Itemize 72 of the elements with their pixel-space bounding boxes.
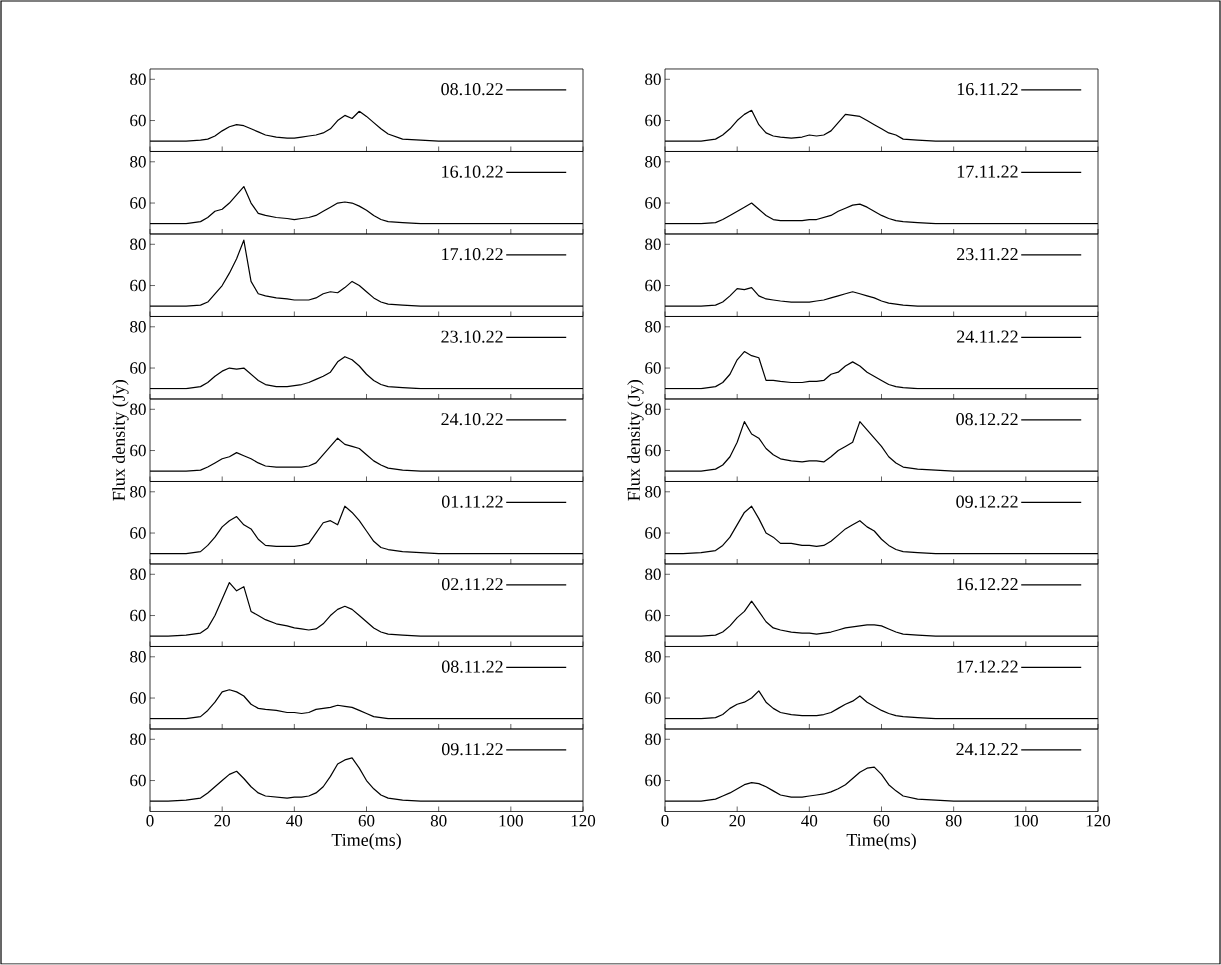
legend-label: 24.10.22	[441, 413, 503, 426]
x-tick-label: 20	[729, 815, 746, 827]
y-tick-label: 60	[645, 774, 661, 787]
x-tick-label: 80	[430, 815, 447, 827]
legend-label: 23.11.22	[957, 248, 1018, 261]
y-tick-label: 80	[645, 321, 661, 333]
y-tick-label: 60	[130, 279, 146, 292]
x-tick-label: 120	[571, 815, 596, 827]
y-axis-title: Flux density (Jy)	[112, 380, 129, 501]
y-tick-label: 60	[130, 444, 146, 457]
legend-label: 24.12.22	[956, 743, 1018, 756]
x-tick-label: 80	[945, 815, 962, 827]
legend-label: 24.11.22	[957, 330, 1018, 343]
y-tick-label: 60	[130, 527, 146, 539]
x-tick-label: 60	[358, 815, 375, 827]
y-tick-label: 80	[130, 651, 146, 663]
legend-label: 16.11.22	[957, 83, 1018, 96]
y-axis-title: Flux density (Jy)	[627, 380, 644, 501]
legend-label: 09.12.22	[956, 495, 1018, 508]
x-tick-label: 0	[146, 815, 154, 827]
y-tick-label: 80	[645, 73, 661, 86]
x-tick-label: 20	[214, 815, 231, 827]
y-tick-label: 80	[130, 73, 146, 86]
x-tick-label: 40	[286, 815, 303, 827]
x-axis-title: Time(ms)	[846, 833, 916, 850]
y-tick-label: 60	[130, 774, 146, 787]
legend-label: 09.11.22	[441, 743, 503, 756]
x-axis-title: Time(ms)	[331, 833, 401, 850]
y-tick-label: 60	[645, 609, 661, 622]
y-tick-label: 80	[645, 651, 661, 663]
legend-label: 16.12.22	[957, 578, 1018, 591]
legend-label: 08.11.22	[441, 660, 503, 673]
y-tick-label: 60	[130, 692, 146, 704]
y-tick-label: 80	[645, 403, 661, 416]
y-tick-label: 60	[645, 362, 661, 374]
y-tick-label: 80	[130, 568, 146, 581]
legend-label: 23.10.22	[441, 330, 503, 343]
y-tick-label: 80	[130, 156, 146, 168]
y-tick-label: 80	[130, 238, 146, 251]
y-tick-label: 80	[645, 156, 661, 168]
y-tick-label: 80	[645, 238, 661, 251]
y-tick-label: 80	[645, 486, 661, 498]
y-tick-label: 60	[645, 692, 661, 704]
y-tick-label: 80	[645, 733, 661, 746]
legend-label: 01.11.22	[441, 495, 503, 508]
y-tick-label: 60	[645, 114, 661, 127]
legend-label: 17.12.22	[957, 660, 1018, 673]
x-tick-label: 100	[499, 815, 523, 827]
y-tick-label: 60	[645, 279, 661, 292]
y-tick-label: 60	[130, 114, 146, 127]
x-tick-label: 60	[873, 815, 890, 827]
y-tick-label: 60	[130, 362, 146, 374]
y-tick-label: 60	[645, 444, 661, 457]
y-tick-label: 60	[645, 527, 661, 539]
y-tick-label: 60	[130, 609, 146, 622]
legend-label: 08.12.22	[956, 413, 1018, 426]
y-tick-label: 80	[130, 403, 146, 416]
y-tick-label: 80	[130, 733, 146, 746]
legend-label: 16.10.22	[442, 165, 503, 178]
y-tick-label: 80	[645, 568, 661, 581]
y-tick-label: 80	[130, 486, 146, 498]
x-tick-label: 100	[1014, 815, 1038, 827]
y-tick-label: 80	[130, 321, 146, 333]
legend-label: 17.10.22	[442, 248, 503, 261]
x-tick-label: 120	[1086, 815, 1111, 827]
y-tick-label: 60	[130, 197, 146, 209]
legend-label: 02.11.22	[441, 578, 503, 591]
x-tick-label: 40	[801, 815, 818, 827]
x-tick-label: 0	[661, 815, 669, 827]
legend-label: 08.10.22	[441, 83, 503, 96]
legend-label: 17.11.22	[957, 165, 1018, 178]
y-tick-label: 60	[645, 197, 661, 209]
